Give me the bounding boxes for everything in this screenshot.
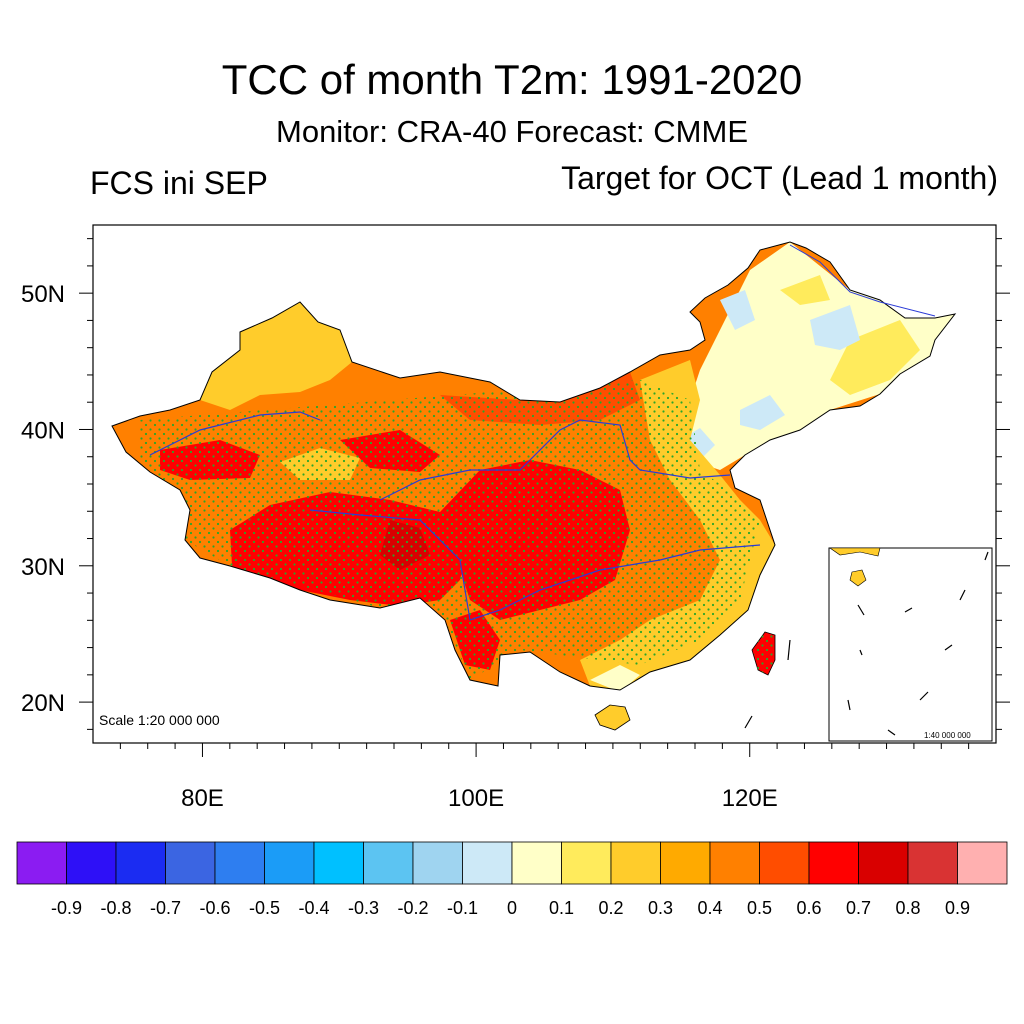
lon-tick-label: 100E (448, 785, 504, 812)
ne-yellow-2 (830, 320, 920, 395)
colorbar-label: 0 (507, 898, 517, 918)
ne-river (789, 244, 936, 317)
colorbar-label: 0.6 (796, 898, 821, 918)
axis-tick-labels: 50N 40N 30N 20N 80E 100E 120E (21, 281, 778, 812)
right-label: Target for OCT (Lead 1 month) (561, 160, 998, 196)
lat-tick-label: 30N (21, 554, 65, 581)
colorbar-label: -0.3 (348, 898, 379, 918)
colorbar-label: 0.7 (846, 898, 871, 918)
colorbar-box (957, 841, 1008, 885)
colorbar-box (363, 841, 414, 885)
axis-ticks (79, 238, 1010, 757)
left-label: FCS ini SEP (90, 165, 268, 201)
lon-tick-label: 80E (181, 785, 224, 812)
ne-blue-3 (720, 290, 755, 330)
lat-tick-label: 20N (21, 690, 65, 717)
colorbar-label: 0.8 (895, 898, 920, 918)
colorbar-boxes (16, 841, 1008, 885)
colorbar-box (66, 841, 117, 885)
colorbar-box (808, 841, 859, 885)
ne-yellow-1 (780, 275, 830, 305)
colorbar-label: 0.3 (648, 898, 673, 918)
colorbar-label: -0.4 (298, 898, 329, 918)
colorbar-box (561, 841, 612, 885)
china-border (111, 241, 957, 691)
colorbar-box (214, 841, 265, 885)
colorbar-labels: -0.9 -0.8 -0.7 -0.6 -0.5 -0.4 -0.3 -0.2 -0.1 0 0.1… (51, 898, 970, 918)
colorbar-box (511, 841, 562, 885)
ne-blue-1 (810, 305, 860, 350)
colorbar-box (462, 841, 513, 885)
hainan-island (594, 704, 631, 731)
colorbar-label: -0.5 (249, 898, 280, 918)
taiwan-stipple (754, 634, 774, 674)
china-map (111, 241, 957, 691)
colorbar-label: 0.9 (945, 898, 970, 918)
colorbar-label: 0.5 (747, 898, 772, 918)
colorbar-box (610, 841, 661, 885)
inset-scale-label: 1:40 000 000 (924, 731, 971, 740)
colorbar-box (313, 841, 364, 885)
chart-subtitle: Monitor: CRA-40 Forecast: CMME (276, 114, 748, 149)
colorbar-box (115, 841, 166, 885)
colorbar-label: -0.6 (199, 898, 230, 918)
colorbar-box (264, 841, 315, 885)
scale-label: Scale 1:20 000 000 (99, 712, 220, 728)
colorbar-label: -0.8 (100, 898, 131, 918)
colorbar-label: -0.2 (397, 898, 428, 918)
map-figure: 1:40 000 000 Scale 1:20 000 000 50N 40N 30… (21, 224, 1010, 812)
colorbar-box (709, 841, 760, 885)
colorbar-label: 0.1 (549, 898, 574, 918)
colorbar-label: 0.2 (598, 898, 623, 918)
colorbar-label: -0.7 (150, 898, 181, 918)
yellow-river (379, 419, 731, 501)
significance-stipple (140, 380, 760, 680)
colorbar-label: 0.4 (697, 898, 722, 918)
colorbar-label: -0.1 (447, 898, 478, 918)
yangtze-river (309, 509, 761, 621)
colorbar-label: -0.9 (51, 898, 82, 918)
colorbar-box (858, 841, 909, 885)
ne-blue-2 (740, 395, 785, 430)
colorbar-box (759, 841, 810, 885)
chart-title: TCC of month T2m: 1991-2020 (221, 56, 803, 103)
colorbar-box (165, 841, 216, 885)
nw-yellow (200, 302, 352, 410)
colorbar-box (660, 841, 711, 885)
tarim-river (149, 411, 321, 456)
lat-tick-label: 40N (21, 417, 65, 444)
lat-tick-label: 50N (21, 281, 65, 308)
colorbar-box (412, 841, 463, 885)
island-dashes (744, 639, 791, 729)
lon-tick-label: 120E (722, 785, 778, 812)
colorbar-box (16, 841, 67, 885)
colorbar-box (907, 841, 958, 885)
south-china-sea-inset: 1:40 000 000 (828, 547, 993, 742)
